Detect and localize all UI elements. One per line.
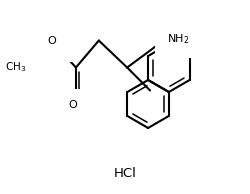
Text: O: O [68,100,77,110]
Text: CH$_3$: CH$_3$ [6,61,27,74]
Text: NH$_2$: NH$_2$ [166,33,189,46]
Text: O: O [47,36,56,46]
Text: HCl: HCl [114,167,136,180]
